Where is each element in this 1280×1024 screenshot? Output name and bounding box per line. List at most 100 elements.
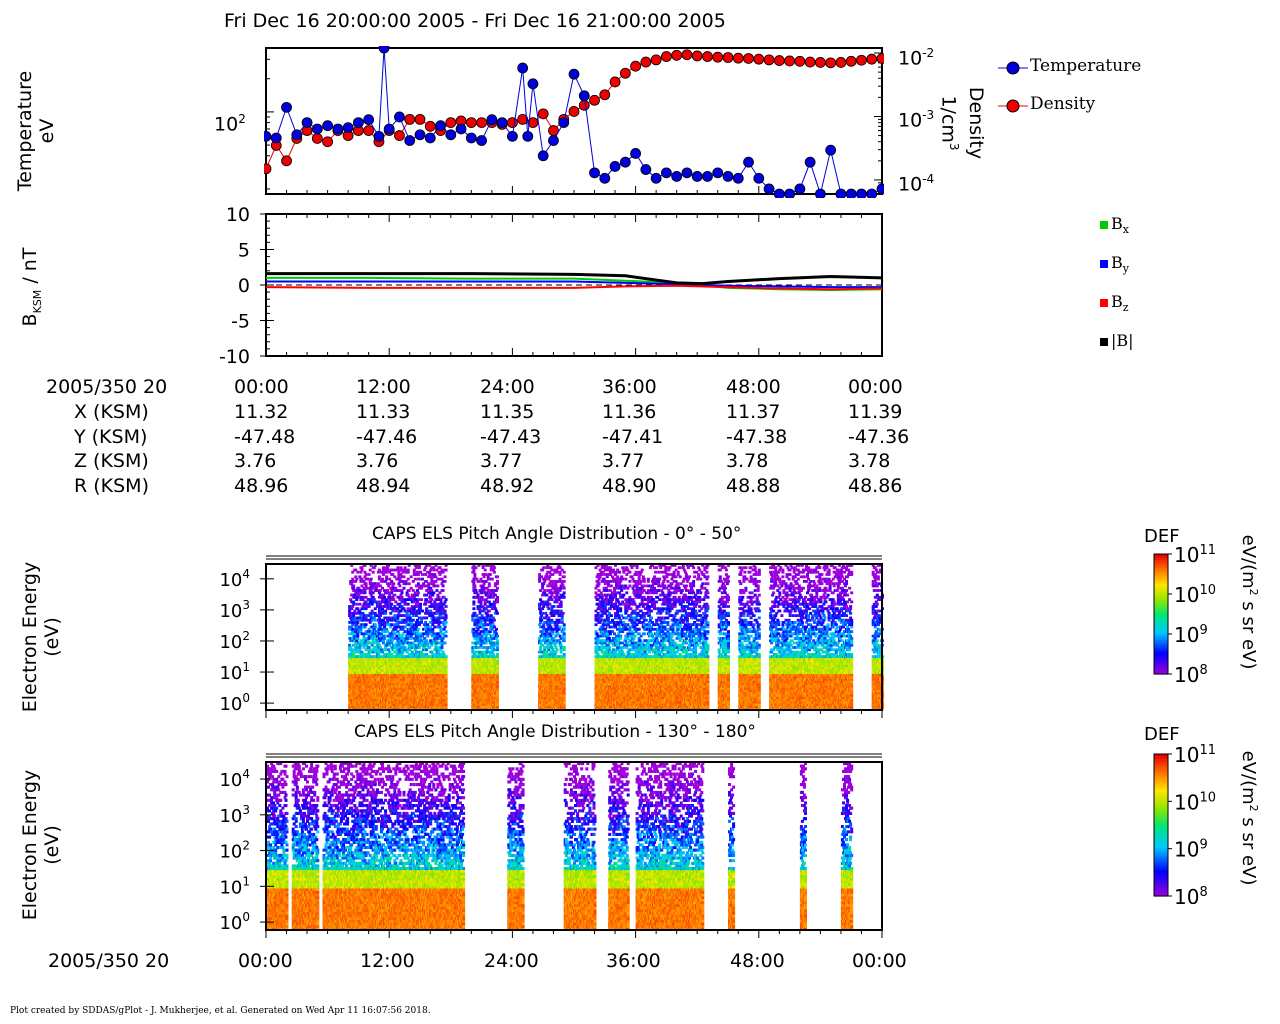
spectrogram-cell <box>412 570 416 574</box>
spectrogram-cell <box>383 637 386 640</box>
spectrogram-cell <box>396 616 400 620</box>
spectrogram-cell <box>481 639 485 643</box>
spectrogram-cell <box>381 607 384 611</box>
spectrogram-cell <box>483 618 487 622</box>
spectrogram-cell <box>478 609 482 613</box>
spectrogram-cell <box>356 634 360 638</box>
spectrogram-cell <box>433 584 437 588</box>
spectrogram-cell <box>399 627 403 631</box>
spectrogram-cell <box>472 580 476 583</box>
spectrogram-cell <box>370 609 374 613</box>
spectrogram-cell <box>415 589 419 592</box>
spectrogram-cell <box>405 591 409 595</box>
spectrogram-cell <box>404 641 408 645</box>
temperature-point <box>558 117 570 128</box>
spectrogram-cell <box>406 630 410 633</box>
spectrogram-cell <box>420 650 423 654</box>
temperature-point <box>537 150 549 162</box>
spectrogram-cell <box>373 564 377 567</box>
ephemeris-value: -47.38 <box>726 426 787 448</box>
spectrogram-cell <box>415 570 419 574</box>
spectrogram-cell <box>383 653 386 656</box>
spectrogram-cell <box>476 605 480 608</box>
spectrogram-cell <box>400 568 404 572</box>
spectrogram-cell <box>386 643 390 647</box>
spectrogram-cell <box>395 646 399 649</box>
ephemeris-row-label: Y (KSM) <box>74 426 147 448</box>
spectrogram-cell <box>429 586 433 590</box>
field-tick-label: 5 <box>238 240 250 262</box>
spectrogram-cell <box>409 625 413 629</box>
temperature-point <box>784 188 795 198</box>
spectrogram-cell <box>386 602 390 606</box>
spectrogram-cell <box>386 618 390 622</box>
spectrogram-cell <box>409 632 413 636</box>
density-point <box>773 55 785 66</box>
spectrogram-cell <box>416 653 420 656</box>
spectrogram-cell <box>444 673 448 677</box>
temperature-point <box>264 130 272 142</box>
spectrogram-cell <box>359 614 363 617</box>
spectrogram-cell <box>354 568 358 572</box>
spectrogram-cell <box>356 646 360 649</box>
spectrogram-cell <box>390 589 394 592</box>
spectrogram-cell <box>471 616 475 620</box>
spectrogram-cell <box>378 639 382 643</box>
temperature-point <box>378 46 390 54</box>
ephemeris-value: 48.90 <box>602 475 656 497</box>
spectrogram-cell <box>433 607 437 611</box>
spectrogram-cell <box>356 595 360 599</box>
spectrogram-cell <box>413 630 417 633</box>
spectrogram-cell <box>415 632 419 636</box>
spectrogram-cell <box>384 616 388 620</box>
density-point <box>804 56 816 68</box>
spectrogram-cell <box>434 602 438 606</box>
spectrogram-cell <box>394 600 398 604</box>
spectrogram-cell <box>443 611 447 615</box>
spectrogram-cell <box>414 605 418 608</box>
spectrogram-cell <box>364 648 368 652</box>
spectrogram-cell <box>444 700 448 704</box>
spectrogram-cell <box>395 648 399 652</box>
spectrogram-cell <box>393 593 397 597</box>
density-point <box>527 117 539 129</box>
spectrogram-cell <box>490 577 494 581</box>
spectrogram-cell <box>349 598 353 601</box>
spectrogram-cell <box>407 653 411 656</box>
spectrogram-cell <box>471 566 475 570</box>
temperature-point <box>404 135 416 146</box>
spectrogram-cell <box>417 646 421 649</box>
ephemeris-value: -47.46 <box>356 426 417 448</box>
spectrogram-cell <box>383 625 386 629</box>
spectrogram-cell <box>392 582 396 586</box>
spectrogram-cell <box>369 564 373 567</box>
spectrogram-cell <box>473 621 477 624</box>
spectrogram-cell <box>369 616 373 620</box>
spectrogram-cell <box>476 650 480 654</box>
spectrogram-cell <box>393 650 397 654</box>
spectrogram-cell <box>442 632 446 636</box>
spectrogram-cell <box>430 641 434 645</box>
spectrogram-1-axis-label: Electron Energy (eV) <box>19 557 65 717</box>
temperature-point <box>486 114 498 126</box>
spectrogram-cell <box>381 577 384 581</box>
spectrogram-cell <box>373 618 377 622</box>
spectrogram-cell <box>439 637 443 640</box>
spectrogram-cell <box>476 621 480 624</box>
spectrogram-cell <box>424 573 428 576</box>
spectrogram-cell <box>425 598 429 601</box>
spectrogram-cell <box>438 577 442 581</box>
ephemeris-value: 11.39 <box>848 401 902 423</box>
spectrogram-cell <box>443 641 447 645</box>
spectrogram-cell <box>376 584 380 588</box>
spectrogram-cell <box>443 580 447 583</box>
spectrogram-cell <box>403 625 407 629</box>
spectrogram-cell <box>442 595 446 599</box>
spectrogram-cell <box>382 639 385 643</box>
spectrogram-cell <box>401 632 405 636</box>
spectrogram-cell <box>435 634 439 638</box>
spectrogram-cell <box>432 639 436 643</box>
moments-plot <box>264 46 884 198</box>
spectrogram-cell <box>496 611 499 615</box>
spectrogram-cell <box>439 598 443 601</box>
